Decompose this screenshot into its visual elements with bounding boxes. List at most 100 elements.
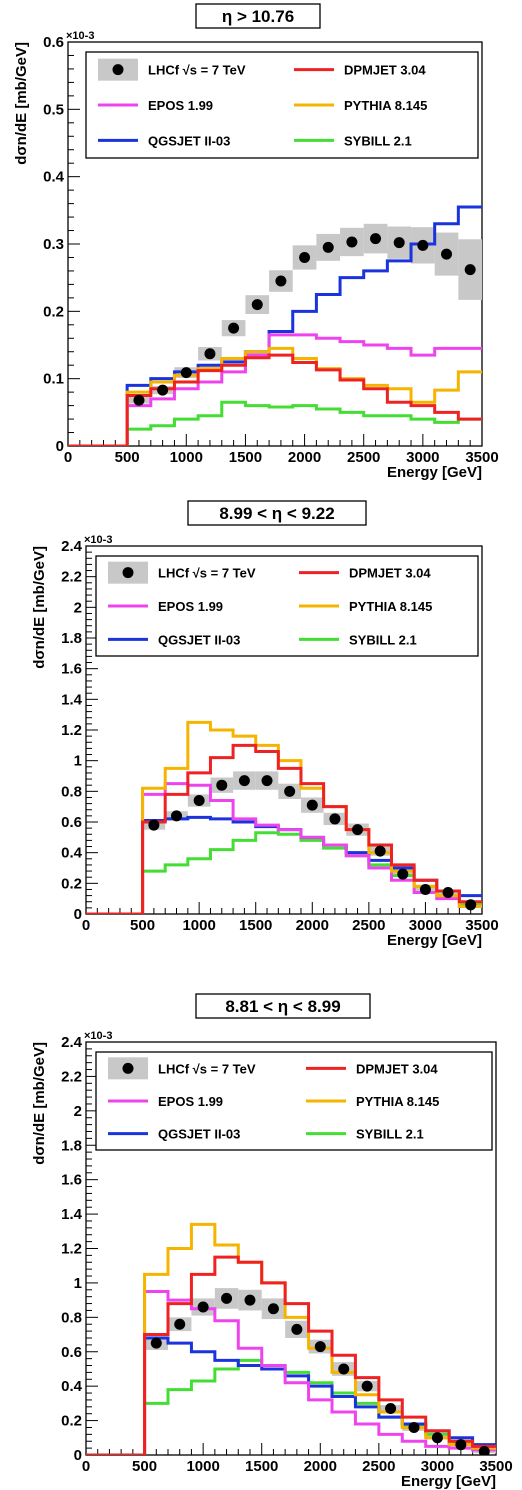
y-tick-label: 2 [74, 1103, 82, 1120]
x-tick-label: 1500 [239, 917, 272, 934]
legend-label: EPOS 1.99 [158, 599, 223, 614]
lhcf-data-point [385, 1403, 397, 1415]
x-tick-label: 2000 [296, 917, 329, 934]
lhcf-data-point [244, 1294, 256, 1306]
y-tick-label: 0.4 [43, 169, 65, 186]
legend-label: DPMJET 3.04 [356, 1061, 438, 1076]
legend-swatch-point [122, 567, 134, 579]
x-tick-label: 2000 [288, 449, 321, 466]
y-axis-title: dσn/dE [mb/GeV] [31, 546, 48, 669]
chart-title-box [195, 993, 371, 1019]
lhcf-data-point [216, 779, 228, 791]
lhcf-data-point [393, 237, 405, 249]
lhcf-data-point [352, 824, 364, 836]
legend-box [85, 51, 479, 159]
y-tick-label: 0.6 [61, 814, 82, 831]
lhcf-data-point [204, 348, 216, 360]
lhcf-data-point [314, 1341, 326, 1353]
y-tick-label: 0.4 [61, 845, 83, 862]
y-tick-label: 0.5 [43, 101, 64, 118]
lhcf-data-point [150, 1337, 162, 1349]
lhcf-data-point [193, 795, 205, 807]
y-tick-label: 1.4 [61, 1206, 83, 1223]
y-axis-title: dσn/dE [mb/GeV] [31, 1042, 48, 1165]
x-tick-label: 1000 [182, 917, 215, 934]
chart-title: η > 10.76 [222, 7, 294, 26]
legend-label: LHCf √s = 7 TeV [158, 1061, 256, 1076]
y-tick-label: 0 [74, 906, 82, 923]
x-tick-label: 3500 [479, 1458, 512, 1475]
plot-area [68, 205, 482, 446]
series-line-dpmjet [68, 353, 482, 446]
x-tick-label: 500 [115, 449, 140, 466]
y-tick-label: 1.8 [61, 1137, 82, 1154]
y-tick-label: 0.6 [43, 34, 64, 51]
lhcf-data-point [419, 883, 431, 895]
x-tick-label: 2500 [362, 1458, 395, 1475]
lhcf-data-point [455, 1439, 467, 1451]
lhcf-data-point [431, 1432, 443, 1444]
legend-box [95, 1051, 493, 1151]
lhcf-data-point [284, 785, 296, 797]
plot-area [86, 720, 482, 914]
y-tick-label: 0 [56, 438, 64, 455]
y-tick-label: 1.6 [61, 1172, 82, 1189]
y-tick-label: 2 [74, 599, 82, 616]
legend-label: QGSJET II-03 [158, 632, 240, 647]
y-exponent-label: ×10-3 [84, 534, 112, 546]
x-axis-title: Energy [GeV] [401, 1473, 496, 1490]
lhcf-data-point [329, 813, 341, 825]
lhcf-data-point [361, 1380, 373, 1392]
legend-label: PYTHIA 8.145 [356, 1094, 439, 1109]
y-tick-label: 2.2 [61, 569, 82, 586]
series-line-pythia [86, 1222, 496, 1455]
series-line-sybill [68, 400, 482, 446]
y-tick-label: 1 [74, 753, 82, 770]
lhcf-data-point [441, 248, 453, 260]
legend-label: DPMJET 3.04 [344, 63, 426, 78]
legend-label: SYBILL 2.1 [349, 632, 417, 647]
chart-title-box [187, 500, 367, 526]
x-tick-label: 3000 [409, 917, 442, 934]
lhcf-data-point [197, 1301, 209, 1313]
lhcf-data-point [322, 241, 334, 253]
lhcf-data-point [442, 887, 454, 899]
legend-label: EPOS 1.99 [158, 1094, 223, 1109]
x-tick-label: 1500 [229, 449, 262, 466]
legend-label: DPMJET 3.04 [349, 566, 431, 581]
y-tick-label: 1.6 [61, 661, 82, 678]
y-tick-label: 1.2 [61, 1241, 82, 1258]
lhcf-data-point [238, 775, 250, 787]
y-tick-label: 2.4 [61, 1034, 83, 1051]
x-tick-label: 2000 [304, 1458, 337, 1475]
lhcf-data-point [251, 299, 263, 311]
lhcf-data-point [464, 264, 476, 276]
y-axis-title: dσn/dE [mb/GeV] [13, 42, 30, 165]
lhcf-data-point [346, 236, 358, 248]
chart-title: 8.81 < η < 8.99 [225, 997, 340, 1016]
legend-box [95, 555, 479, 657]
y-exponent-label: ×10-3 [66, 30, 94, 42]
series-line-epos [68, 333, 482, 446]
x-tick-label: 3000 [406, 449, 439, 466]
y-tick-label: 0 [74, 1447, 82, 1464]
y-tick-label: 2.2 [61, 1068, 82, 1085]
lhcf-data-point [299, 251, 311, 263]
y-tick-label: 1.4 [61, 691, 83, 708]
lhcf-data-point [228, 322, 240, 334]
x-axis-title: Energy [GeV] [387, 932, 482, 949]
x-tick-label: 0 [82, 1458, 90, 1475]
lhcf-data-point [374, 845, 386, 857]
series-line-dpmjet [86, 743, 482, 914]
lhcf-data-point [133, 394, 145, 406]
y-tick-label: 0.6 [61, 1344, 82, 1361]
legend-label: EPOS 1.99 [148, 98, 213, 113]
y-tick-label: 1.2 [61, 722, 82, 739]
chart-title: 8.99 < η < 9.22 [219, 504, 334, 523]
lhcf-data-point [171, 810, 183, 822]
chart-panel-1: η > 10.76 0 0.1 0.2 0.3 0.4 0.5 0.6 ×10-3 0 500 100… [13, 3, 499, 481]
y-tick-label: 0.2 [61, 875, 82, 892]
legend-label: PYTHIA 8.145 [344, 98, 427, 113]
y-tick-label: 1.8 [61, 630, 82, 647]
x-tick-label: 0 [82, 917, 90, 934]
